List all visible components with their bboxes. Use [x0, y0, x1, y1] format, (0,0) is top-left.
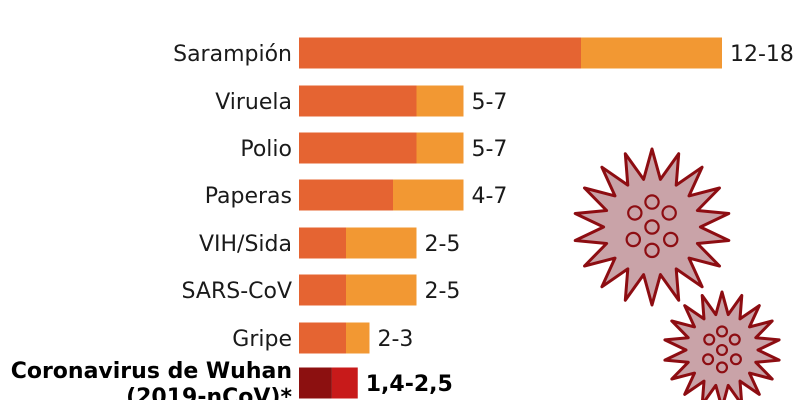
- bar-low-segment: [299, 322, 346, 354]
- bar-high-segment: [393, 179, 464, 211]
- bar-high-segment: [416, 85, 464, 117]
- virus-dot: [662, 231, 679, 248]
- category-label: Paperas: [205, 184, 292, 209]
- category-label: Viruela: [215, 90, 292, 115]
- bar-row: Paperas 4-7: [205, 179, 508, 211]
- virus-dot: [715, 361, 729, 374]
- value-label: 12-18: [730, 42, 794, 67]
- bar-row: SARS-CoV 2-5: [182, 274, 461, 306]
- bar-high-segment: [331, 367, 358, 399]
- virus-dot: [644, 219, 660, 235]
- virus-dot: [715, 325, 729, 338]
- bar-row: VIH/Sida 2-5: [199, 227, 461, 259]
- category-label-line: Coronavirus de Wuhan: [11, 359, 292, 384]
- virus-dot: [728, 333, 741, 346]
- virus-dot: [627, 205, 643, 221]
- virus-body: [573, 147, 731, 307]
- virus-dot: [644, 194, 660, 210]
- virus-dot: [715, 343, 729, 357]
- bar-low-segment: [299, 274, 346, 306]
- bar-row: Gripe 2-3: [232, 322, 414, 354]
- value-label: 5-7: [472, 137, 508, 162]
- decoration-layer: [573, 147, 781, 400]
- bar-row: Coronavirus de Wuhan (2019-nCoV)* 1,4-2,5: [11, 359, 453, 400]
- value-label: 4-7: [472, 184, 508, 209]
- category-label-line: (2019-nCoV)*: [126, 385, 292, 400]
- value-label: 2-5: [425, 279, 461, 304]
- category-label: Coronavirus de Wuhan (2019-nCoV)*: [11, 359, 293, 400]
- bars-layer: Sarampión 12-18 Viruela 5-7 Polio 5-7 Paperas 4…: [11, 37, 794, 400]
- bar-low-segment: [299, 37, 581, 69]
- category-label: Polio: [240, 137, 292, 162]
- bar-low-segment: [299, 85, 417, 117]
- bar-high-segment: [346, 322, 370, 354]
- category-label: Gripe: [232, 327, 292, 352]
- virus-dot: [644, 242, 660, 259]
- category-label: Sarampión: [173, 42, 292, 67]
- virus-dot: [661, 205, 677, 221]
- bar-high-segment: [581, 37, 722, 69]
- virus-dot: [729, 353, 742, 366]
- virus-icon: [663, 290, 781, 400]
- virus-dot: [702, 353, 715, 366]
- bar-high-segment: [416, 132, 464, 164]
- bar-low-segment: [299, 367, 332, 399]
- bar-high-segment: [346, 227, 417, 259]
- value-label: 2-5: [425, 232, 461, 257]
- value-label: 5-7: [472, 90, 508, 115]
- virus-icon: [573, 147, 731, 307]
- bar-low-segment: [299, 132, 417, 164]
- virus-dot: [703, 333, 716, 346]
- category-label: SARS-CoV: [182, 279, 292, 304]
- virus-dot: [625, 231, 642, 248]
- bar-row: Polio 5-7: [240, 132, 508, 164]
- bar-low-segment: [299, 227, 346, 259]
- bar-low-segment: [299, 179, 393, 211]
- value-label: 1,4-2,5: [366, 372, 453, 397]
- bar-row: Sarampión 12-18: [173, 37, 794, 69]
- value-label: 2-3: [378, 327, 414, 352]
- bar-high-segment: [346, 274, 417, 306]
- bar-row: Viruela 5-7: [215, 85, 508, 117]
- category-label: VIH/Sida: [199, 232, 292, 257]
